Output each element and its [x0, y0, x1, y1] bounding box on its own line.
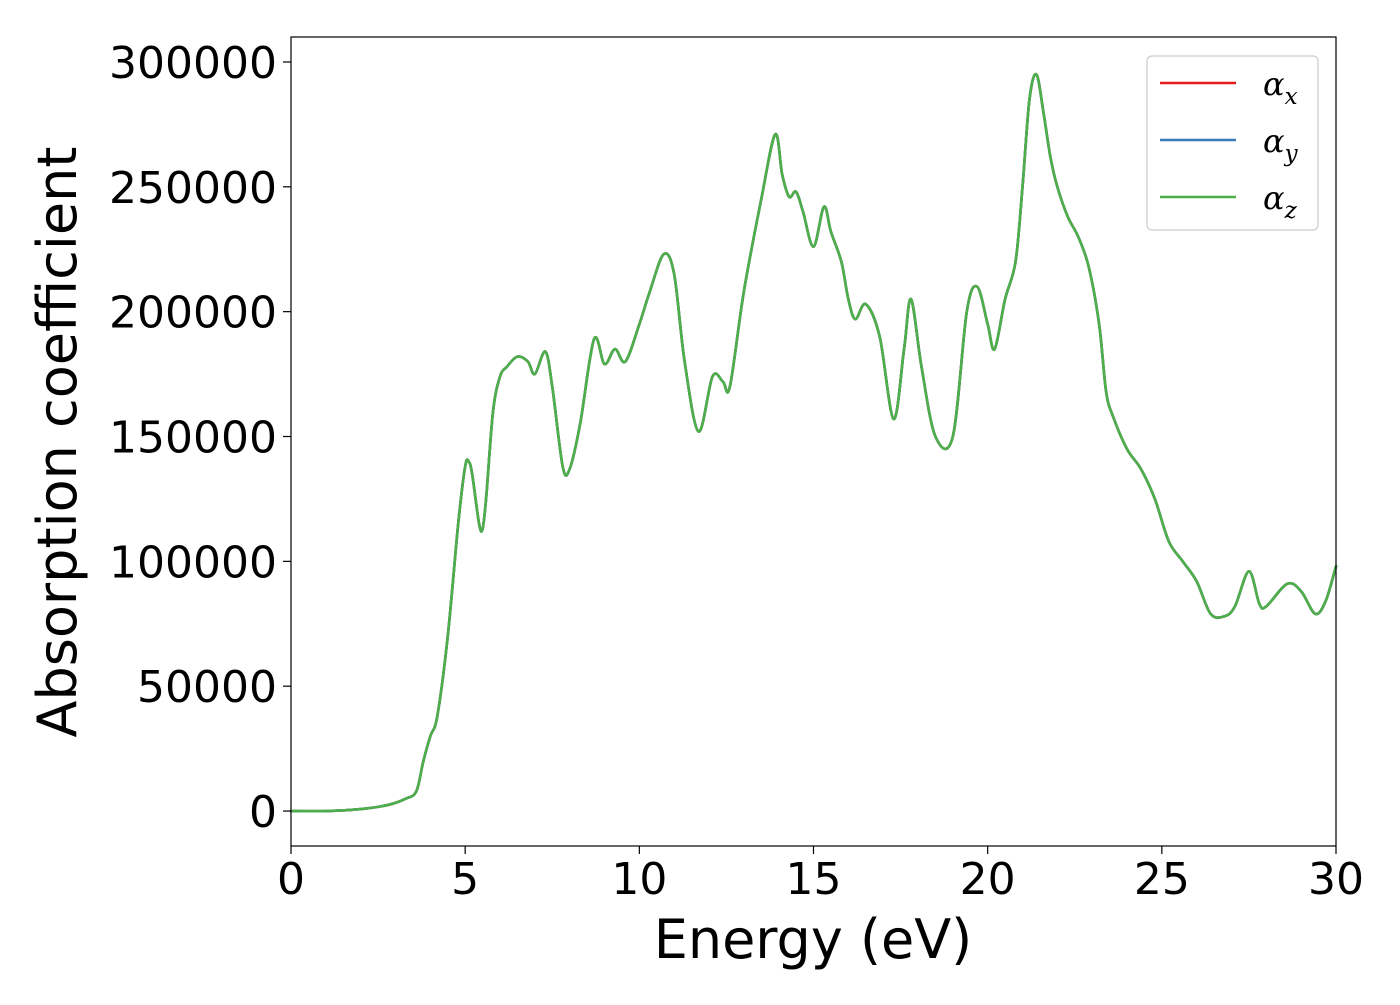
y-tick-label: 300000: [109, 38, 277, 89]
y-tick-label: 150000: [109, 413, 277, 464]
x-tick-label: 5: [451, 854, 479, 905]
y-tick-label: 200000: [109, 288, 277, 339]
x-axis: 0 5 10 15 20 25 30: [277, 846, 1364, 905]
x-tick-label: 15: [786, 854, 842, 905]
legend-box: [1146, 55, 1319, 231]
y-axis-title: Absorption coefficient: [26, 147, 89, 738]
y-tick-label: 100000: [109, 537, 277, 588]
x-tick-label: 10: [611, 854, 667, 905]
y-tick-label: 250000: [109, 163, 277, 214]
x-axis-title: Energy (eV): [654, 908, 973, 971]
y-axis: 0 50000 100000 150000 200000 250000 300000: [109, 38, 291, 838]
y-tick-label: 50000: [137, 662, 277, 713]
series-line-z: [289, 72, 1338, 813]
x-tick-label: 0: [277, 854, 305, 905]
x-tick-label: 30: [1308, 854, 1364, 905]
x-tick-label: 20: [960, 854, 1016, 905]
x-tick-label: 25: [1134, 854, 1190, 905]
series-layer: [289, 72, 1338, 813]
y-tick-label: 0: [249, 787, 277, 838]
